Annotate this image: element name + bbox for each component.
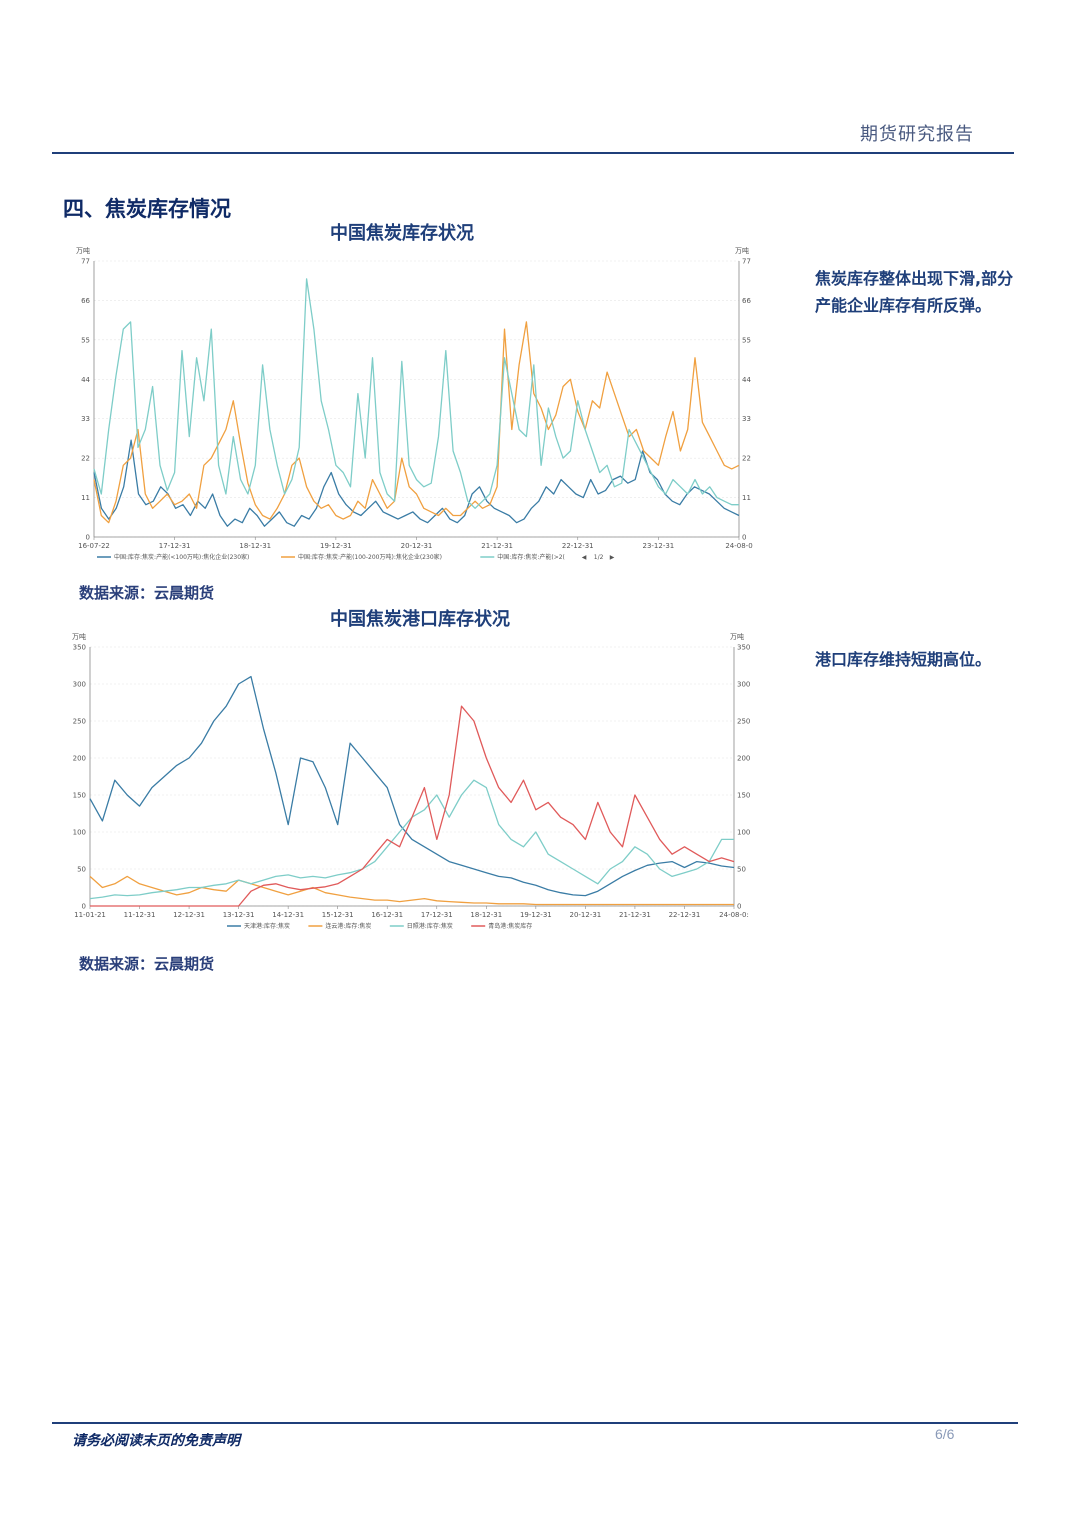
- chart1-y-unit-right: 万吨: [735, 246, 749, 255]
- chart1-y-tick-label-right: 22: [742, 455, 751, 463]
- chart1-x-tick-label: 24-08-0: [725, 542, 752, 550]
- chart1-y-tick-label-right: 11: [742, 494, 751, 502]
- chart1-x-tick-label: 23-12-31: [642, 542, 674, 550]
- chart1-x-tick-label: 20-12-31: [401, 542, 433, 550]
- report-header-title: 期货研究报告: [860, 124, 974, 145]
- chart2-svg: 万吨 万吨 0 0 50 50 100 100 150 150 200 200 250 250 300 300…: [72, 632, 750, 930]
- chart1-y-tick-label-right: 33: [742, 415, 751, 423]
- chart2-y-tick-label-right: 100: [737, 829, 750, 837]
- chart1-legend-pager-next-icon[interactable]: ▶: [610, 554, 615, 561]
- footer-disclaimer: 请务必阅读末页的免责声明: [72, 1433, 240, 1449]
- chart2-x-tick-label: 12-12-31: [173, 911, 205, 919]
- chart1-y-tick-label: 55: [81, 336, 90, 344]
- chart2-x-tick-label: 20-12-31: [569, 911, 601, 919]
- chart2-x-tick-label: 16-12-31: [371, 911, 403, 919]
- chart2-series-4-line: [90, 705, 735, 907]
- chart2-x-tick-label: 18-12-31: [470, 911, 502, 919]
- chart2-legend-label: 天津港:库存:焦炭: [244, 922, 290, 930]
- chart2-y-tick-label-right: 50: [737, 866, 746, 874]
- chart1-y-tick-label-right: 44: [742, 376, 751, 384]
- chart2-y-tick-label: 150: [73, 792, 86, 800]
- chart1-legend-label: 中国:库存:焦炭:产能(100-200万吨):焦化企业(230家): [298, 553, 442, 561]
- chart1-commentary-text: 焦炭库存整体出现下滑,部分产能企业库存有所反弹。: [815, 269, 1014, 315]
- chart2-commentary-text: 港口库存维持短期高位。: [815, 650, 992, 669]
- chart1-y-tick-label: 77: [81, 258, 90, 266]
- chart2-x-tick-label: 14-12-31: [272, 911, 304, 919]
- chart2-x-tick-label: 21-12-31: [619, 911, 651, 919]
- chart2-y-tick-label-right: 350: [737, 644, 750, 652]
- chart1-x-tick-label: 18-12-31: [239, 542, 271, 550]
- chart1-x-tick-label: 17-12-31: [159, 542, 191, 550]
- chart2-x-tick-label: 11-12-31: [124, 911, 156, 919]
- chart2-series-1-line: [89, 675, 735, 897]
- chart1-y-unit-left: 万吨: [76, 246, 90, 255]
- chart1-y-tick-label-right: 55: [742, 336, 751, 344]
- chart1-title: 中国焦炭库存状况: [330, 223, 474, 244]
- chart1-y-tick-label: 11: [81, 494, 90, 502]
- chart2-x-tick-label: 13-12-31: [223, 911, 255, 919]
- chart2-x-tick-label: 11-01-21: [74, 911, 106, 919]
- chart2-y-tick-label: 50: [77, 866, 86, 874]
- chart1-svg: 万吨 万吨 0 0 11 11 22 22 33 33 44 44 55 55 66 66 77 77 16-07-…: [76, 246, 753, 561]
- chart2-x-tick-label: 15-12-31: [322, 911, 354, 919]
- chart2-commentary: 港口库存维持短期高位。: [779, 646, 1029, 673]
- chart2-x-tick-label: 17-12-31: [421, 911, 453, 919]
- chart1-legend-pager-prev-icon[interactable]: ◀: [582, 554, 587, 561]
- chart1-series-1-line: [93, 439, 740, 527]
- section-title: 四、焦炭库存情况: [63, 196, 231, 221]
- chart1-commentary: 焦炭库存整体出现下滑,部分产能企业库存有所反弹。: [779, 265, 1029, 319]
- chart1-legend-pager-text: 1/2: [594, 554, 604, 561]
- chart2-x-tick-label: 22-12-31: [669, 911, 701, 919]
- chart2-y-tick-label-right: 150: [737, 792, 750, 800]
- chart1-figure: 万吨 万吨 0 0 11 11 22 22 33 33 44 44 55 55 66 66 77 77 16-07-…: [72, 244, 762, 569]
- chart1-y-tick-label-right: 0: [742, 534, 746, 542]
- chart2-y-unit-left: 万吨: [72, 632, 86, 641]
- chart1-x-tick-label: 16-07-22: [78, 542, 110, 550]
- chart2-legend-label: 连云港:库存:焦炭: [325, 922, 371, 930]
- chart1-x-tick-label: 21-12-31: [481, 542, 513, 550]
- chart2-y-tick-label-right: 250: [737, 718, 750, 726]
- chart2-y-tick-label: 100: [73, 829, 86, 837]
- page-number: 6/6: [935, 1426, 955, 1442]
- chart1-source: 数据来源：云晨期货: [79, 584, 215, 602]
- chart2-y-unit-right: 万吨: [730, 632, 744, 641]
- chart1-x-tick-label: 19-12-31: [320, 542, 352, 550]
- footer-divider: [52, 1422, 1018, 1424]
- chart1-y-tick-label: 22: [81, 455, 90, 463]
- chart2-y-tick-label: 200: [73, 755, 86, 763]
- chart1-y-tick-label-right: 66: [742, 297, 751, 305]
- chart2-y-tick-label: 300: [73, 681, 86, 689]
- chart2-y-tick-label-right: 200: [737, 755, 750, 763]
- chart2-source: 数据来源：云晨期货: [79, 955, 215, 973]
- chart2-y-tick-label-right: 0: [737, 903, 741, 911]
- chart2-figure: 万吨 万吨 0 0 50 50 100 100 150 150 200 200 250 250 300 300…: [62, 630, 762, 935]
- header-divider: [52, 152, 1014, 154]
- chart2-y-tick-label: 350: [73, 644, 86, 652]
- chart1-y-tick-label: 0: [86, 534, 90, 542]
- chart2-series-2-line: [89, 875, 734, 906]
- chart2-y-tick-label-right: 300: [737, 681, 750, 689]
- chart1-x-tick-label: 22-12-31: [562, 542, 594, 550]
- chart2-y-tick-label: 0: [82, 903, 86, 911]
- chart2-legend-label: 日照港:库存:焦炭: [407, 922, 453, 930]
- chart2-x-tick-label: 24-08-0:: [719, 911, 749, 919]
- chart1-y-tick-label: 66: [81, 297, 90, 305]
- chart2-legend-label: 青岛港:焦炭库存: [488, 922, 532, 930]
- chart1-legend-label: 中国:库存:焦炭:产能(>2(: [497, 553, 565, 561]
- chart2-y-tick-label: 250: [73, 718, 86, 726]
- chart2-x-tick-label: 19-12-31: [520, 911, 552, 919]
- chart1-y-tick-label-right: 77: [742, 258, 751, 266]
- chart1-legend-label: 中国:库存:焦炭:产能(<100万吨):焦化企业(230家): [114, 553, 249, 561]
- chart1-series-3-line: [93, 278, 739, 509]
- chart2-title: 中国焦炭港口库存状况: [330, 609, 510, 630]
- chart1-y-tick-label: 44: [81, 376, 90, 384]
- chart1-y-tick-label: 33: [81, 415, 90, 423]
